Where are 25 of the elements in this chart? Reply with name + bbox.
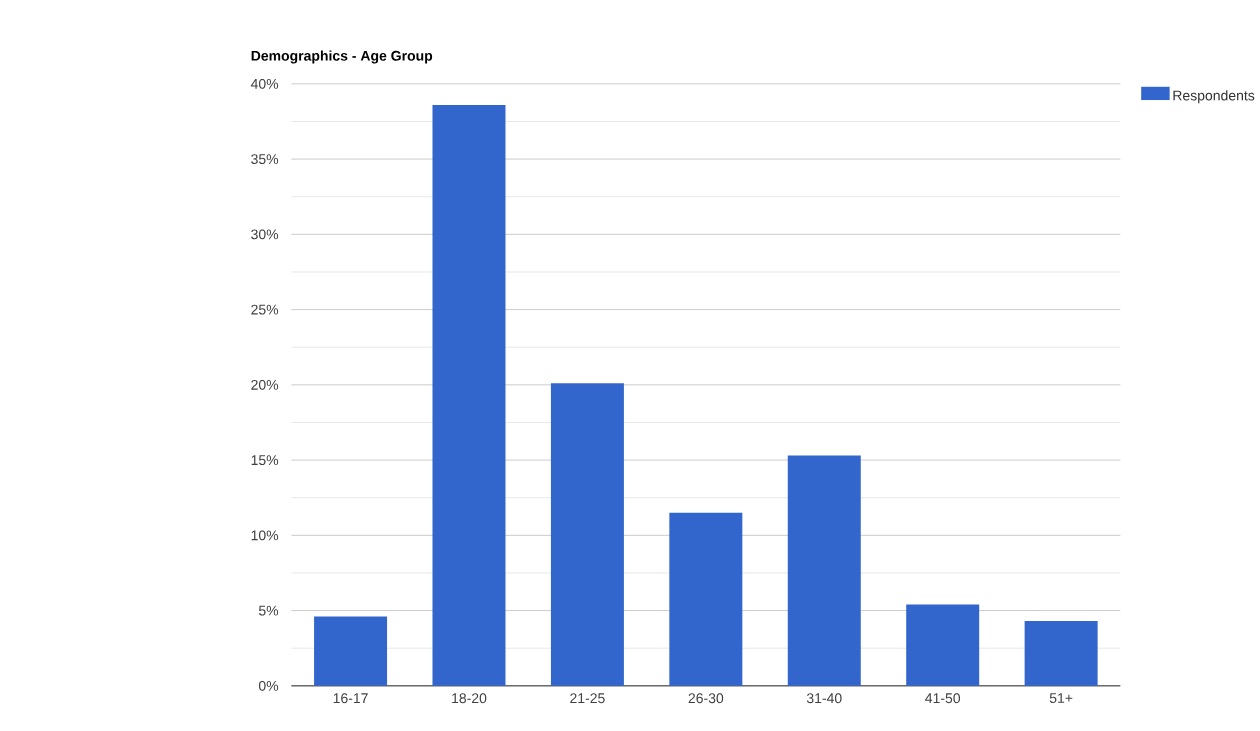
x-tick-label: 51+ bbox=[1049, 693, 1073, 703]
y-tick-label: 15% bbox=[251, 455, 279, 466]
bar bbox=[787, 455, 861, 686]
y-tick-label: 20% bbox=[251, 379, 279, 390]
x-tick-label: 31-40 bbox=[806, 693, 842, 704]
x-tick-label: 26-30 bbox=[688, 693, 724, 704]
y-tick-label: 40% bbox=[250, 78, 279, 89]
y-tick-label: 35% bbox=[251, 154, 279, 165]
y-tick-label: 30% bbox=[251, 229, 279, 240]
y-tick-label: 0% bbox=[258, 680, 279, 691]
x-tick-label: 41-50 bbox=[925, 693, 961, 704]
y-tick-label: 10% bbox=[251, 530, 279, 541]
chart-title: Demographics - Age Group bbox=[251, 50, 433, 64]
bar bbox=[550, 383, 624, 686]
x-tick-label: 18-20 bbox=[452, 693, 487, 704]
legend-label: Respondents bbox=[1173, 90, 1255, 104]
x-tick-label: 21-25 bbox=[570, 693, 605, 704]
bar bbox=[314, 616, 388, 686]
y-tick-label: 25% bbox=[251, 304, 279, 315]
x-tick-label: 16-17 bbox=[333, 693, 368, 704]
bar bbox=[432, 104, 506, 686]
bar bbox=[1024, 621, 1098, 686]
y-tick-label: 5% bbox=[258, 605, 279, 616]
bar bbox=[669, 512, 743, 686]
bar bbox=[906, 604, 980, 686]
